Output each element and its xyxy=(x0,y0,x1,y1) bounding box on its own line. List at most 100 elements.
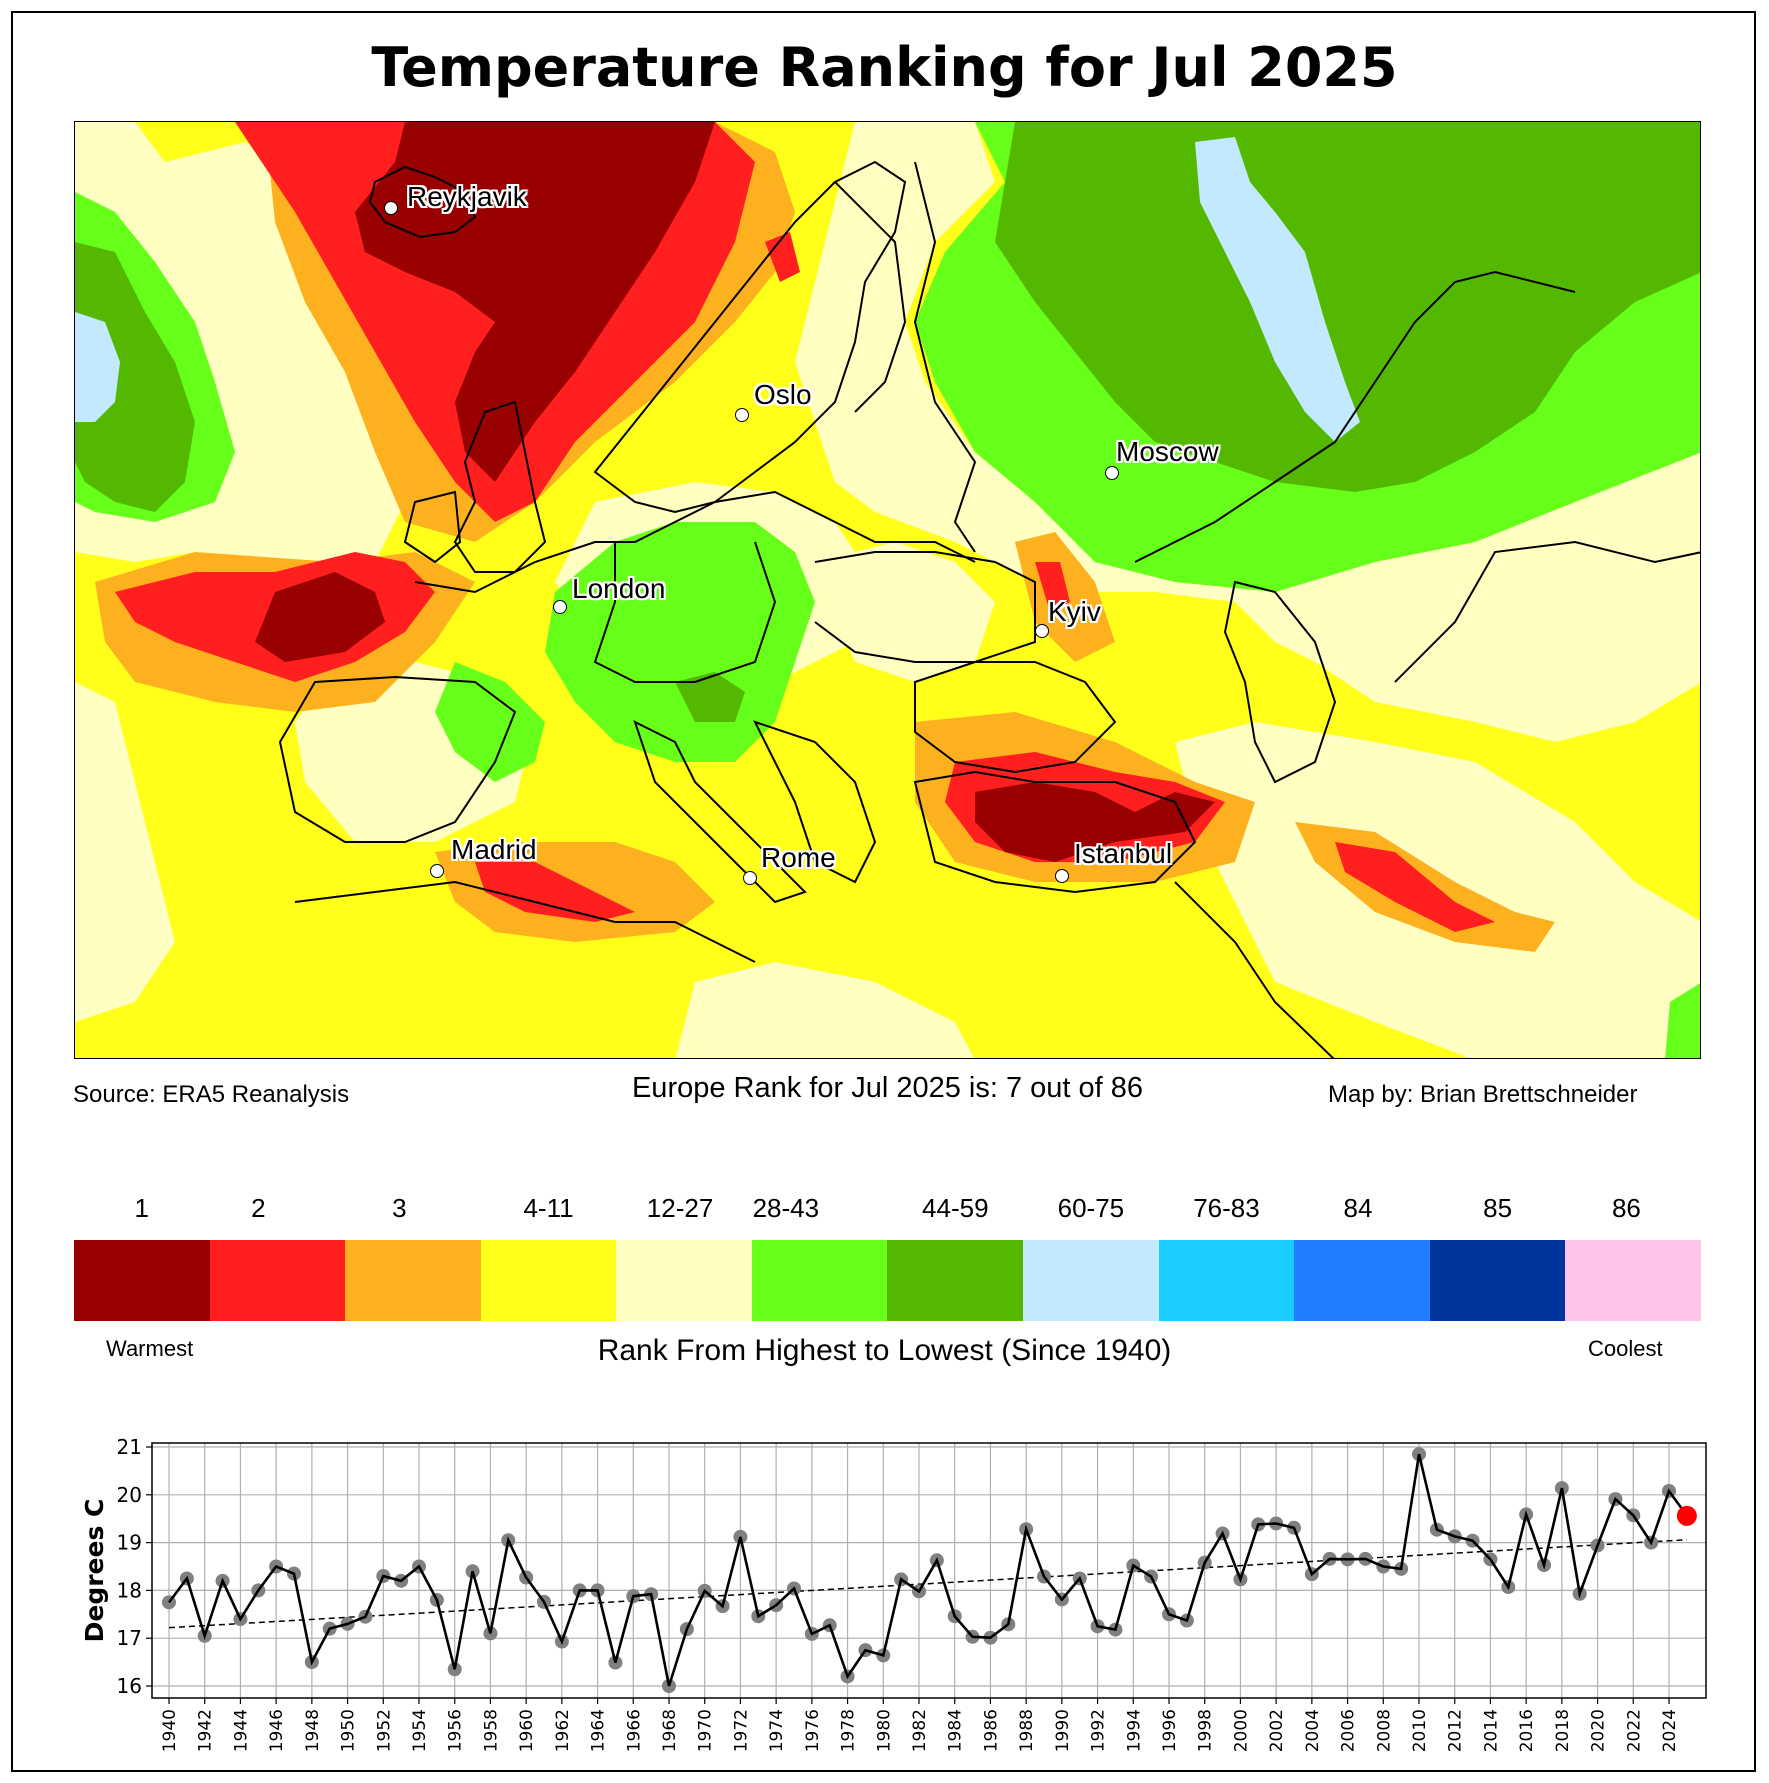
plot-area xyxy=(152,1443,1706,1698)
x-tick-label: 2016 xyxy=(1517,1709,1537,1752)
x-tick-label: 1966 xyxy=(624,1709,644,1752)
border-middle-east xyxy=(1174,881,1335,1058)
city-marker-istanbul xyxy=(1055,869,1069,883)
map-region-rank-1 xyxy=(355,122,715,482)
current-year-point xyxy=(1676,1505,1697,1526)
map-region-rank-60-75 xyxy=(75,312,120,422)
x-tick-label: 1944 xyxy=(231,1709,251,1752)
temperature-line xyxy=(167,1453,1688,1687)
legend-label-60-75: 60-75 xyxy=(1057,1193,1125,1223)
x-tick-label: 1984 xyxy=(946,1709,966,1752)
x-tick-label: 1978 xyxy=(839,1709,859,1752)
y-tick-label: 20 xyxy=(117,1483,142,1507)
legend-label-84: 84 xyxy=(1343,1193,1373,1223)
x-tick-label: 1982 xyxy=(910,1709,930,1752)
x-tick-label: 1994 xyxy=(1124,1709,1144,1752)
y-tick-label: 17 xyxy=(117,1626,142,1650)
city-marker-moscow xyxy=(1105,466,1119,480)
x-tick-label: 2024 xyxy=(1660,1709,1680,1752)
x-tick-label: 2020 xyxy=(1589,1709,1609,1752)
x-tick-label: 1992 xyxy=(1089,1709,1109,1752)
legend-swatch-84 xyxy=(1294,1240,1430,1321)
x-tick-label: 1954 xyxy=(410,1709,430,1752)
x-tick-label: 1952 xyxy=(374,1709,394,1752)
border-central-asia xyxy=(1394,540,1700,683)
x-tick-label: 1996 xyxy=(1160,1709,1180,1752)
coastline-continent xyxy=(414,490,976,594)
x-tick-label: 1960 xyxy=(517,1709,537,1752)
temperature-timeseries-chart: 16 17 18 19 20 21 1940 1942 1944 1946 1948 1950 1952… xyxy=(0,1420,1769,1775)
legend-title: Rank From Highest to Lowest (Since 1940) xyxy=(597,1334,1172,1367)
city-marker-oslo xyxy=(735,408,749,422)
coastline-balkans xyxy=(753,720,877,884)
map-region-rank-28-43 xyxy=(435,662,545,782)
y-tick-label: 16 xyxy=(117,1674,142,1698)
legend-label-2: 2 xyxy=(251,1193,266,1223)
legend-colorbar xyxy=(74,1240,1701,1321)
rank-summary-text: Europe Rank for Jul 2025 is: 7 out of 86 xyxy=(631,1072,1144,1104)
europe-rank-map: Reykjavik Oslo Moscow London Kyiv Madrid… xyxy=(74,121,1701,1059)
legend-label-44-59: 44-59 xyxy=(922,1193,989,1223)
figure-border xyxy=(11,11,1756,1772)
y-tick-label: 18 xyxy=(117,1578,142,1602)
coastline-north-africa xyxy=(294,880,756,963)
legend-swatch-85 xyxy=(1429,1240,1566,1321)
legend-labels: 1 2 3 4-11 12-27 28-43 44-59 60-75 76-83 84 85 86 xyxy=(74,1193,1701,1229)
map-region-rank-1 xyxy=(255,572,385,662)
legend-swatch-4-11 xyxy=(480,1240,617,1321)
x-tick-label: 1970 xyxy=(696,1709,716,1752)
map-region-rank-12-27 xyxy=(675,962,974,1058)
x-tick-label: 2004 xyxy=(1303,1709,1323,1752)
border-germany xyxy=(593,541,777,683)
city-label-moscow: Moscow xyxy=(1116,436,1219,467)
coastline-anatolia xyxy=(913,770,1197,894)
x-tick-label: 1986 xyxy=(981,1709,1001,1752)
x-tick-label: 1968 xyxy=(660,1709,680,1752)
map-region-rank-12-27 xyxy=(795,122,1700,742)
x-tick-label: 1976 xyxy=(803,1709,823,1752)
x-tick-label: 2012 xyxy=(1446,1709,1466,1752)
x-tick-label: 1972 xyxy=(731,1709,751,1752)
coastline-finland xyxy=(834,181,907,413)
legend-label-76-83: 76-83 xyxy=(1193,1193,1260,1223)
map-region-rank-44-59 xyxy=(995,122,1700,492)
border-russia xyxy=(913,161,977,553)
map-region-rank-44-59 xyxy=(675,672,745,722)
city-marker-kyiv xyxy=(1035,624,1049,638)
x-tick-label: 1990 xyxy=(1053,1709,1073,1752)
city-marker-london xyxy=(553,600,567,614)
map-region-rank-12-27 xyxy=(815,542,995,682)
map-raster xyxy=(75,122,1700,1058)
y-tick-label: 21 xyxy=(117,1435,142,1459)
map-region-rank-28-43 xyxy=(545,522,815,762)
city-label-istanbul: Istanbul xyxy=(1074,838,1173,869)
x-tick-label: 2014 xyxy=(1481,1709,1501,1752)
x-tick-label: 1942 xyxy=(196,1709,216,1752)
city-label-madrid: Madrid xyxy=(451,834,537,865)
x-tick-label: 2000 xyxy=(1231,1709,1251,1752)
map-region-rank-2 xyxy=(1335,842,1495,932)
x-tick-label: 1964 xyxy=(589,1709,609,1752)
coastline-iceland xyxy=(368,165,477,239)
legend-label-86: 86 xyxy=(1611,1193,1641,1223)
city-marker-rome xyxy=(743,871,757,885)
legend-label-3: 3 xyxy=(392,1193,407,1223)
map-region-rank-1 xyxy=(975,782,1215,862)
city-label-rome: Rome xyxy=(761,842,836,873)
legend-swatch-3 xyxy=(345,1240,481,1321)
coastline-iberia xyxy=(278,675,517,843)
x-tick-label: 1974 xyxy=(767,1709,787,1752)
city-label-oslo: Oslo xyxy=(754,379,812,410)
city-label-reykjavik: Reykjavik xyxy=(407,181,527,212)
legend-warmest-label: Warmest xyxy=(106,1336,194,1361)
rank-summary: Europe Rank for Jul 2025 is: 7 out of 86 xyxy=(0,1072,1769,1105)
legend-swatch-1 xyxy=(74,1240,210,1321)
x-tick-label: 1956 xyxy=(446,1709,466,1752)
map-region-rank-60-75 xyxy=(1195,137,1360,442)
coastline-black-sea xyxy=(914,661,1117,774)
map-region-rank-2 xyxy=(765,232,800,282)
city-marker-madrid xyxy=(430,864,444,878)
border-kazakhstan xyxy=(1134,270,1576,563)
x-tick-label: 1948 xyxy=(303,1709,323,1752)
map-region-rank-12-27 xyxy=(75,682,175,1022)
